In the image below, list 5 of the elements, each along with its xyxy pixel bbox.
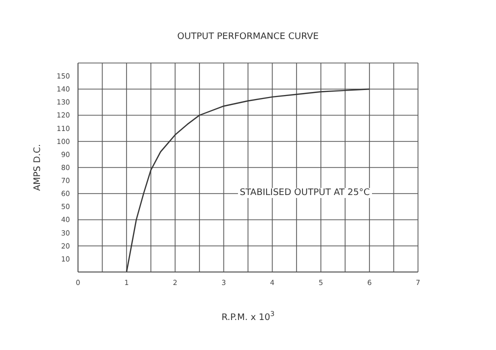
y-axis-title: AMPS D.C. — [33, 144, 43, 191]
x-axis-title: R.P.M. x 10$^{3}$ — [221, 310, 275, 323]
chart-title: OUTPUT PERFORMANCE CURVE — [176, 32, 320, 42]
line-series — [126, 88, 370, 272]
annotation: STABILISED OUTPUT AT 25°C — [238, 188, 372, 198]
